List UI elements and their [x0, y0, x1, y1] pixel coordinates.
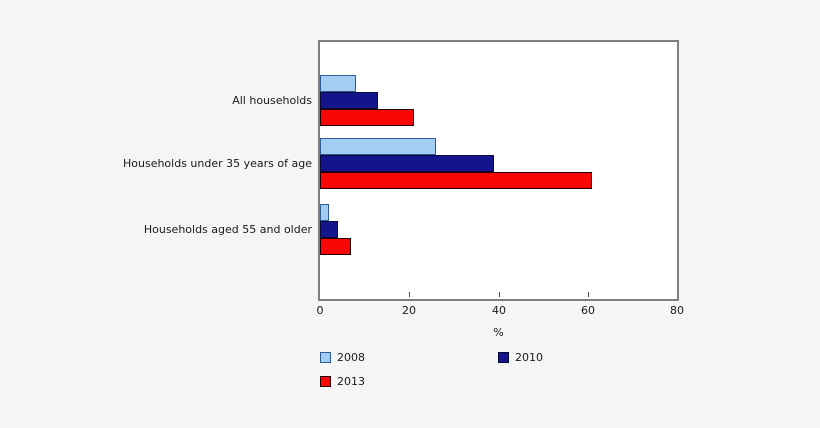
- legend-label-2013: 2013: [337, 375, 365, 388]
- x-tick-label-40: 40: [492, 304, 506, 317]
- bar-2010-category-2: [320, 221, 338, 238]
- category-label-1: Households under 35 years of age: [122, 156, 312, 170]
- x-tick-label-60: 60: [581, 304, 595, 317]
- x-axis-title: %: [493, 326, 504, 339]
- legend-swatch-2013: [320, 376, 331, 387]
- bar-2010-category-0: [320, 92, 378, 109]
- category-label-0: All households: [232, 93, 312, 107]
- x-tick-mark-20: [409, 292, 410, 297]
- x-tick-label-80: 80: [670, 304, 684, 317]
- bar-2010-category-1: [320, 155, 494, 172]
- legend-label-2010: 2010: [515, 351, 543, 364]
- bar-2013-category-1: [320, 172, 592, 189]
- bar-2008-category-0: [320, 75, 356, 92]
- x-tick-mark-40: [499, 292, 500, 297]
- x-tick-mark-60: [588, 292, 589, 297]
- bar-2013-category-0: [320, 109, 414, 126]
- legend-swatch-2010: [498, 352, 509, 363]
- legend-swatch-2008: [320, 352, 331, 363]
- bar-2008-category-2: [320, 204, 329, 221]
- bar-2013-category-2: [320, 238, 351, 255]
- category-label-2: Households aged 55 and older: [143, 222, 312, 236]
- bar-2008-category-1: [320, 138, 436, 155]
- x-tick-label-20: 20: [402, 304, 416, 317]
- legend-label-2008: 2008: [337, 351, 365, 364]
- x-tick-label-0: 0: [316, 304, 324, 317]
